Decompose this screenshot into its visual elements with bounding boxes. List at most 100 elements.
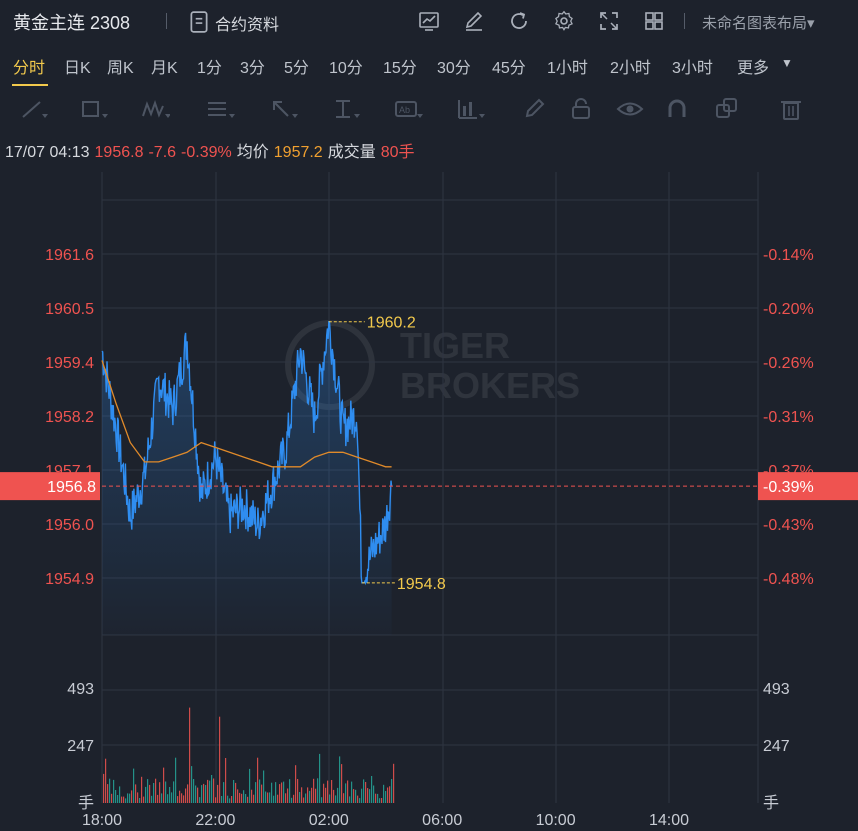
pen-icon[interactable] <box>520 94 550 124</box>
volume-bar <box>311 787 313 803</box>
vol-tick-left: 247 <box>67 738 94 755</box>
volume-bar <box>375 793 377 803</box>
volume-bar <box>295 765 297 803</box>
volume-bar <box>119 786 121 803</box>
doc-icon[interactable] <box>187 10 208 33</box>
volume-bar <box>163 767 165 803</box>
period-tab[interactable]: 日K <box>64 60 91 77</box>
volume-bar <box>289 779 291 803</box>
text-tool-icon[interactable]: Ab <box>393 94 423 124</box>
layout-dropdown[interactable]: 未命名图表布局▾ <box>702 15 815 32</box>
volume-bar <box>383 784 385 803</box>
volume-bar <box>125 798 127 803</box>
volume-bar <box>135 784 137 803</box>
volume-bar <box>327 780 329 803</box>
trash-icon[interactable] <box>776 94 806 124</box>
chart-icon[interactable] <box>417 9 441 33</box>
volume-bar <box>351 781 353 803</box>
rect-tool-icon[interactable] <box>78 94 108 124</box>
volume-bar <box>257 757 259 803</box>
settings-icon[interactable] <box>552 9 576 33</box>
volume-bar <box>195 785 197 803</box>
symbol-title[interactable]: 黄金主连 2308 <box>13 13 131 33</box>
contract-info-link[interactable]: 合约资料 <box>215 17 280 34</box>
volume-bar <box>269 792 271 803</box>
y-tick-right: -0.26% <box>763 355 814 372</box>
edit-icon[interactable] <box>462 9 486 33</box>
volume-bar <box>107 784 109 803</box>
fullscreen-icon[interactable] <box>597 9 621 33</box>
period-tab[interactable]: 1分 <box>197 60 222 77</box>
y-tick-left: 1961.6 <box>45 247 94 264</box>
period-tab[interactable]: 2小时 <box>610 60 651 77</box>
volume-bar <box>139 798 141 803</box>
volume-bar <box>339 756 341 803</box>
volume-bar <box>379 798 381 803</box>
eye-icon[interactable] <box>615 94 645 124</box>
grid-icon[interactable] <box>642 9 666 33</box>
y-tick-left: 1959.4 <box>45 355 94 372</box>
period-tab[interactable]: 3小时 <box>672 60 713 77</box>
volume-bar <box>335 795 337 803</box>
volume-bar <box>317 778 319 803</box>
period-tab[interactable]: 周K <box>107 60 134 77</box>
fib-tool-icon[interactable] <box>205 94 235 124</box>
magnet-icon[interactable] <box>662 94 692 124</box>
volume-bar <box>181 793 183 803</box>
volume-bar <box>179 790 181 803</box>
volume-bar <box>301 787 303 803</box>
measure-tool-icon[interactable] <box>330 94 360 124</box>
volume-bar <box>159 782 161 803</box>
volume-label: 成交量 <box>327 144 376 161</box>
lock-icon[interactable] <box>566 94 596 124</box>
volume-bar <box>211 775 213 803</box>
volume-bar <box>367 788 369 803</box>
current-price-text: 1956.8 <box>47 479 96 496</box>
period-tab[interactable]: 10分 <box>329 60 363 77</box>
volume-bar <box>347 780 349 803</box>
indicator-tool-icon[interactable] <box>455 94 485 124</box>
period-tab[interactable]: 3分 <box>240 60 265 77</box>
wave-tool-icon[interactable] <box>140 94 171 124</box>
period-tab[interactable]: 30分 <box>437 60 471 77</box>
arrow-tool-icon[interactable] <box>268 94 298 124</box>
volume-bar <box>275 782 277 803</box>
period-tab[interactable]: 5分 <box>284 60 309 77</box>
period-tab[interactable]: 月K <box>151 60 178 77</box>
period-tab[interactable]: 分时 <box>13 60 46 77</box>
period-tab[interactable]: 45分 <box>492 60 526 77</box>
line-tool-icon[interactable] <box>18 94 48 124</box>
volume-bar <box>255 782 257 803</box>
volume-bar <box>207 779 209 803</box>
x-tick: 18:00 <box>82 812 122 829</box>
volume-bar <box>157 794 159 803</box>
y-tick-left: 1954.9 <box>45 571 94 588</box>
volume-bar <box>363 779 365 803</box>
x-tick: 22:00 <box>195 812 235 829</box>
period-tab[interactable]: 15分 <box>383 60 417 77</box>
quote-change-pct: -0.39% <box>181 144 232 161</box>
current-price-tag-left <box>0 472 100 501</box>
volume-bar <box>137 792 139 803</box>
active-tab-indicator <box>12 84 48 86</box>
layers-icon[interactable] <box>712 94 742 124</box>
volume-bar <box>185 788 187 803</box>
chevron-down-icon[interactable]: ▼ <box>781 56 793 70</box>
refresh-icon[interactable] <box>507 9 531 33</box>
volume-bar <box>113 779 115 803</box>
volume-bar <box>249 768 251 803</box>
y-tick-right: -0.48% <box>763 571 814 588</box>
watermark-line1: TIGER <box>400 325 510 366</box>
volume-bar <box>281 782 283 803</box>
vol-tick-right: 手 <box>763 794 779 812</box>
volume-bar <box>237 789 239 803</box>
avg-line <box>101 360 392 468</box>
volume-bar <box>233 780 235 803</box>
y-tick-right: -0.43% <box>763 517 814 534</box>
period-tab[interactable]: 1小时 <box>547 60 588 77</box>
period-tab[interactable]: 更多 <box>737 60 770 77</box>
drawing-toolbar: Ab <box>0 90 858 128</box>
volume-bar <box>333 789 335 803</box>
